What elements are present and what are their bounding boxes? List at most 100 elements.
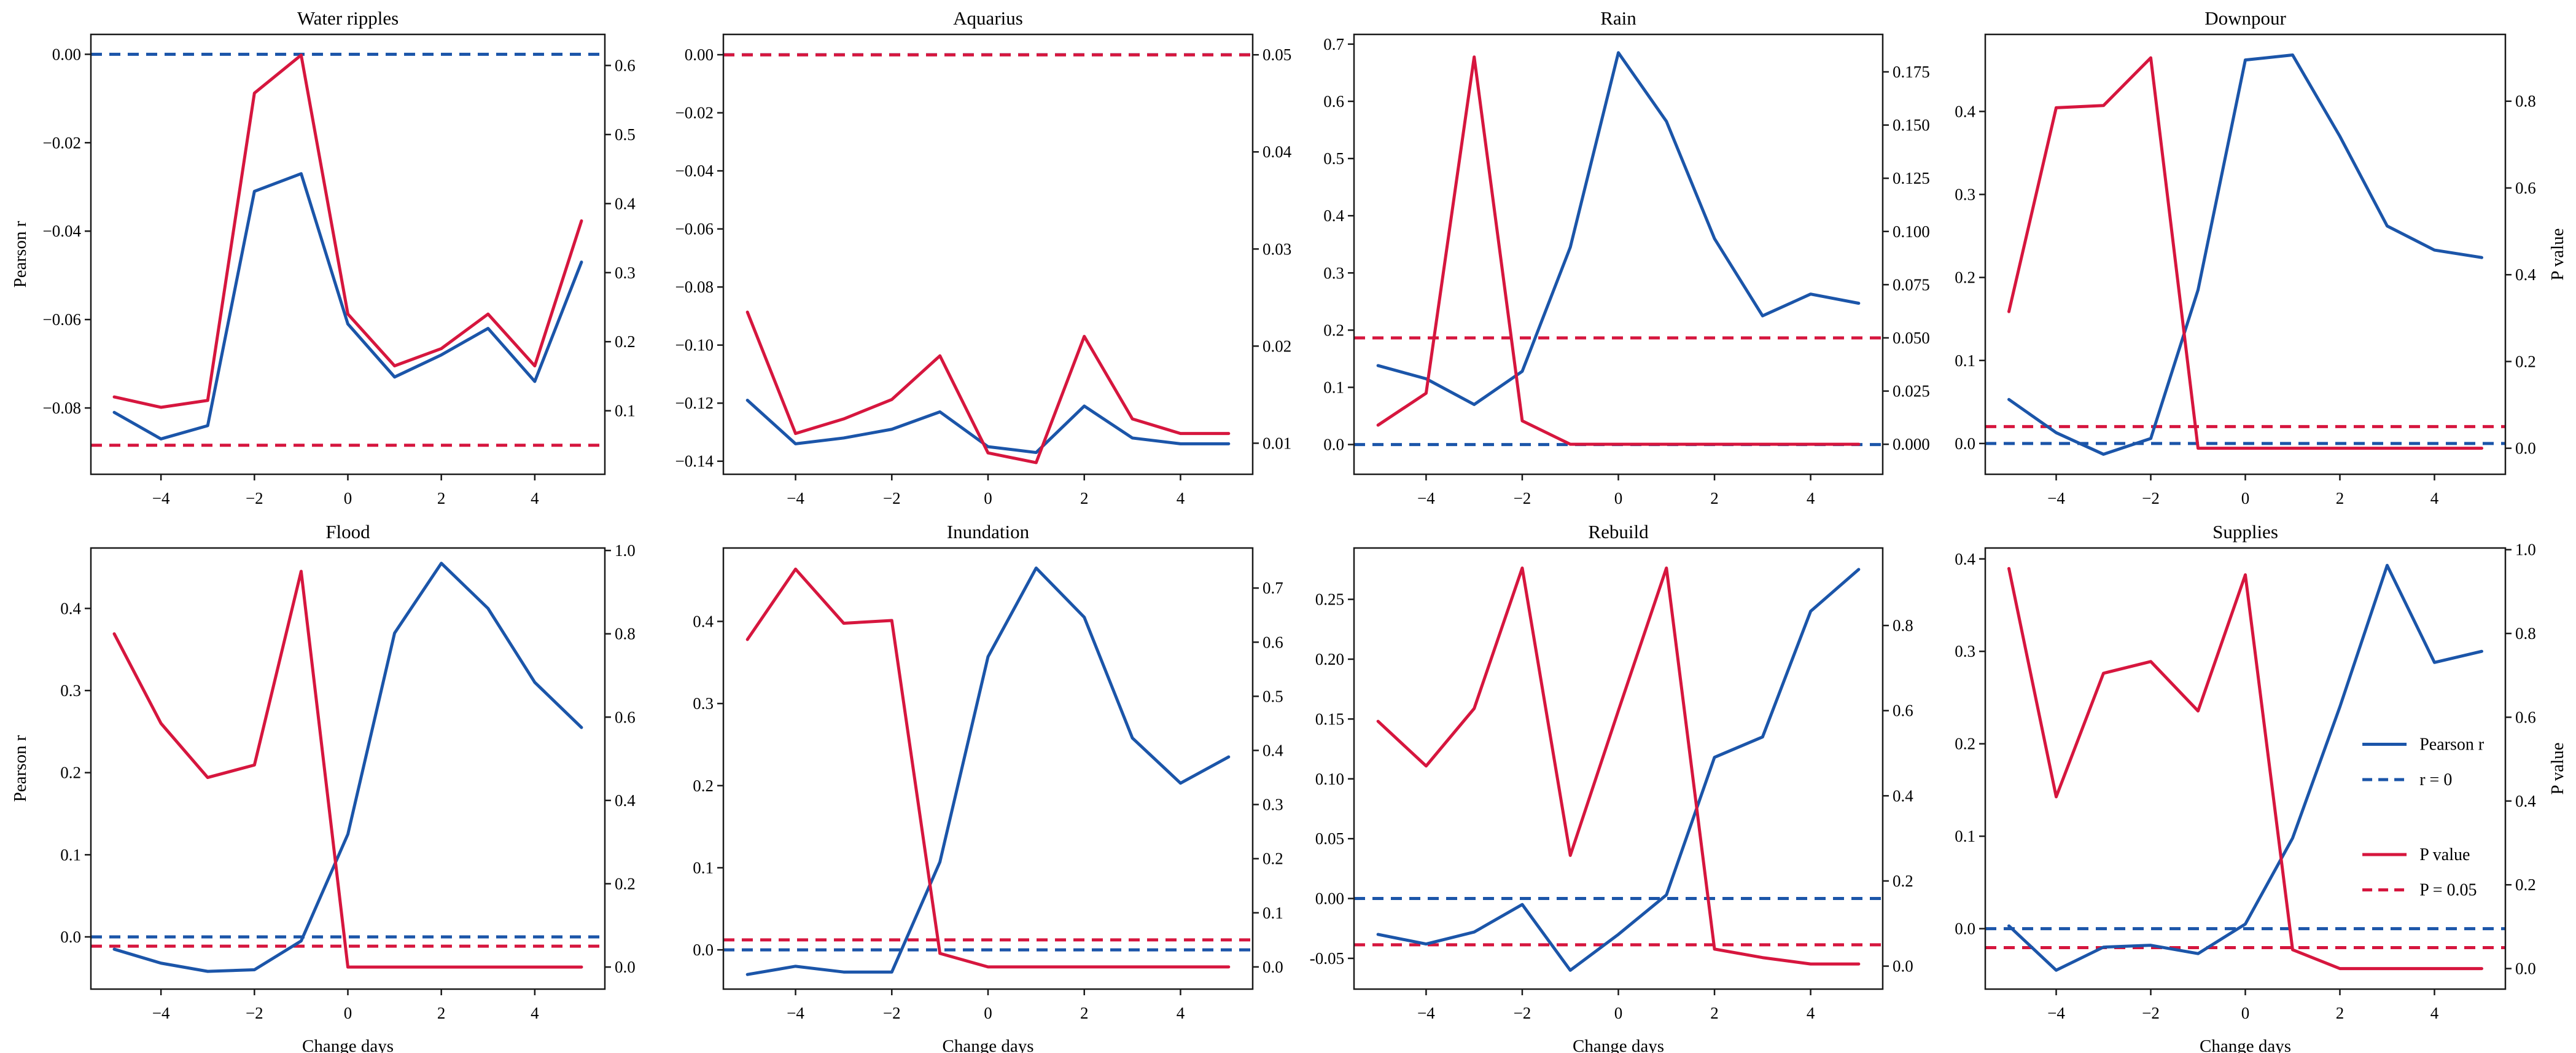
subplot-title-rain: Rain [1600,7,1636,29]
x-tick-label-supplies: 4 [2430,1004,2439,1022]
left-tick-label-aquarius: −0.04 [675,162,714,180]
left-tick-label-supplies: 0.2 [1955,735,1975,753]
right-tick-label-flood: 1.0 [615,541,636,560]
right-tick-label-rain: 0.000 [1893,435,1930,453]
left-tick-label-water-ripples: −0.04 [43,222,82,240]
left-tick-label-aquarius: −0.08 [675,278,714,296]
pearson-r-line-flood [112,562,583,973]
x-tick-label-supplies: 0 [2241,1004,2250,1022]
right-tick-label-downpour: 0.6 [2515,179,2536,197]
left-tick-label-water-ripples: −0.08 [43,399,81,417]
left-tick-label-water-ripples: −0.02 [43,133,81,152]
right-tick-label-water-ripples: 0.3 [615,264,636,282]
x-axis-label-inundation: Change days [943,1036,1034,1053]
subplot-title-supplies: Supplies [2212,521,2278,542]
axes-box-aquarius [722,33,1254,476]
x-tick-label-flood: 2 [437,1004,446,1022]
right-tick-label-inundation: 0.6 [1263,633,1283,651]
axes-box-flood [90,547,606,990]
left-tick-label-aquarius: −0.02 [675,104,714,122]
right-tick-label-supplies: 0.8 [2515,624,2536,643]
x-tick-label-downpour: 0 [2241,489,2250,507]
left-tick-label-flood: 0.3 [60,681,81,700]
x-axis-label-supplies: Change days [2200,1036,2291,1053]
left-tick-label-rain: 0.6 [1323,92,1344,111]
right-tick-label-aquarius: 0.05 [1263,45,1291,64]
left-tick-label-supplies: 0.4 [1955,550,1975,568]
right-tick-label-rain: 0.150 [1893,116,1930,135]
x-tick-label-inundation: 2 [1080,1004,1089,1022]
right-tick-label-flood: 0.4 [615,791,636,810]
left-tick-label-rain: 0.2 [1323,321,1344,339]
p-value-line-flood [112,570,583,969]
pearson-r-line-water-ripples [112,172,583,440]
right-tick-label-aquarius: 0.02 [1263,337,1291,355]
subplot-title-inundation: Inundation [947,521,1030,542]
axes-box-downpour [1984,33,2507,476]
left-tick-label-water-ripples: −0.06 [43,310,81,329]
x-tick-label-water-ripples: −2 [246,489,263,507]
left-tick-label-aquarius: −0.12 [675,394,714,412]
x-axis-label-rebuild: Change days [1573,1036,1664,1053]
left-tick-label-supplies: 0.3 [1955,642,1975,660]
right-tick-label-inundation: 0.4 [1263,741,1283,759]
subplot-title-downpour: Downpour [2204,7,2286,29]
left-tick-label-downpour: 0.0 [1955,434,1975,453]
right-tick-label-flood: 0.8 [615,625,636,643]
right-tick-label-downpour: 0.4 [2515,265,2536,284]
left-tick-label-flood: 0.4 [60,599,81,617]
p-value-line-water-ripples [112,53,583,409]
right-tick-label-aquarius: 0.04 [1263,143,1292,161]
x-tick-label-supplies: −2 [2142,1004,2160,1022]
right-axis-label-supplies: P value [2548,742,2567,794]
subplot-title-water-ripples: Water ripples [297,7,399,29]
x-tick-label-flood: 4 [531,1004,539,1022]
right-tick-label-rain: 0.025 [1893,382,1930,401]
x-tick-label-supplies: −4 [2047,1004,2065,1022]
pearson-r-line-downpour [2007,53,2483,456]
left-tick-label-rebuild: 0.10 [1315,770,1344,788]
right-tick-label-flood: 0.6 [615,708,636,726]
left-tick-label-downpour: 0.4 [1955,102,1975,120]
p-value-line-aquarius [745,310,1231,464]
x-tick-label-rain: 4 [1807,489,1815,507]
right-tick-label-supplies: 1.0 [2515,541,2536,559]
x-tick-label-rain: 2 [1710,489,1719,507]
left-tick-label-aquarius: −0.06 [675,220,714,238]
subplot-title-aquarius: Aquarius [953,7,1023,29]
p-value-line-supplies [2007,566,2483,971]
x-tick-label-supplies: 2 [2336,1004,2344,1022]
right-tick-label-flood: 0.0 [615,958,636,976]
left-tick-label-rain: 0.3 [1323,264,1344,282]
left-tick-label-flood: 0.2 [60,764,81,782]
right-tick-label-supplies: 0.2 [2515,875,2536,894]
right-tick-label-inundation: 0.3 [1263,796,1283,814]
x-tick-label-rebuild: −2 [1514,1004,1531,1022]
right-tick-label-rain: 0.125 [1893,169,1930,187]
x-tick-label-aquarius: 4 [1177,489,1185,507]
x-tick-label-aquarius: −2 [883,489,901,507]
left-tick-label-supplies: 0.1 [1955,827,1975,845]
left-tick-label-downpour: 0.1 [1955,351,1975,370]
left-tick-label-inundation: 0.0 [693,941,714,959]
right-tick-label-flood: 0.2 [615,874,636,893]
right-tick-label-aquarius: 0.03 [1263,240,1291,258]
right-tick-label-supplies: 0.6 [2515,708,2536,726]
right-tick-label-rebuild: 0.2 [1893,872,1913,890]
left-tick-label-inundation: 0.2 [693,777,714,795]
x-tick-label-rebuild: 2 [1710,1004,1719,1022]
legend-label-r-0: r = 0 [2419,770,2452,789]
x-tick-label-flood: −4 [152,1004,170,1022]
x-tick-label-inundation: 4 [1177,1004,1185,1022]
left-tick-label-inundation: 0.3 [693,694,714,713]
left-tick-label-rebuild: 0.20 [1315,650,1344,668]
x-tick-label-water-ripples: 0 [344,489,352,507]
x-tick-label-aquarius: 2 [1080,489,1089,507]
right-tick-label-rebuild: 0.6 [1893,702,1913,720]
x-tick-label-rebuild: 0 [1614,1004,1623,1022]
subplot-title-rebuild: Rebuild [1588,521,1649,542]
left-tick-label-rain: 0.4 [1323,206,1344,225]
left-tick-label-rebuild: 0.25 [1315,590,1344,609]
x-tick-label-water-ripples: 4 [531,489,539,507]
x-tick-label-flood: −2 [246,1004,263,1022]
